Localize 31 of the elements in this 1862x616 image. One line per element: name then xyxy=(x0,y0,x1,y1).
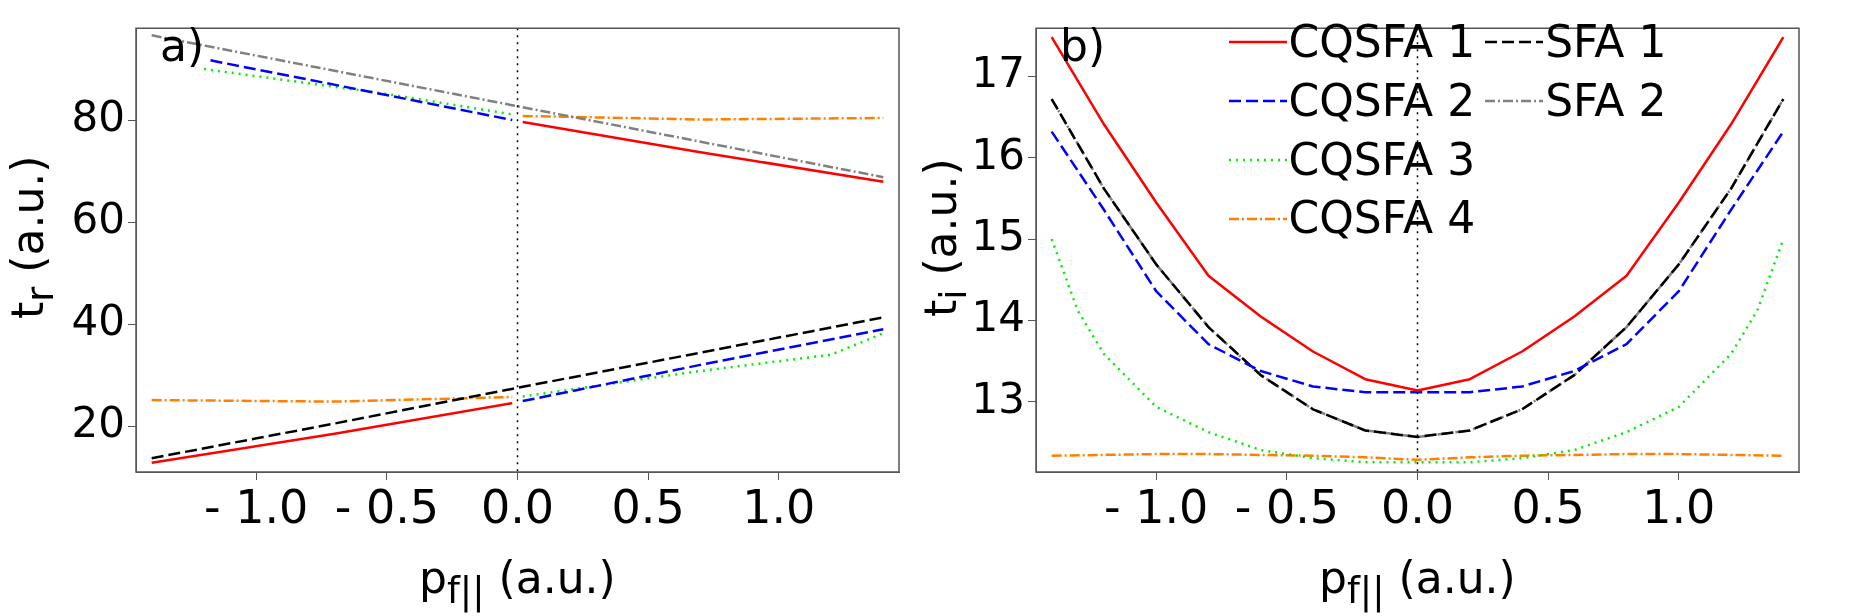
legend-label: SFA 1 xyxy=(1545,16,1667,69)
x-tick-label: - 1.0 xyxy=(1104,479,1209,534)
x-tick-label: 0.5 xyxy=(611,479,685,534)
annotation: a) xyxy=(160,20,205,71)
y-tick-label: 16 xyxy=(971,129,1025,179)
x-tick-label: - 0.5 xyxy=(334,479,440,534)
annotation: b) xyxy=(1060,20,1106,71)
x-tick-label: 1.0 xyxy=(742,479,816,534)
y-tick-label: 15 xyxy=(971,211,1025,261)
legend-label: CQSFA 4 xyxy=(1288,192,1476,246)
legend-label: CQSFA 1 xyxy=(1288,16,1476,69)
legend-label: CQSFA 3 xyxy=(1288,133,1476,187)
line-series xyxy=(1050,237,1785,464)
y-tick-label: 20 xyxy=(71,398,125,447)
x-tick-label: - 0.5 xyxy=(1234,479,1340,534)
line-series xyxy=(1050,130,1785,394)
x-tick-label: - 1.0 xyxy=(204,479,309,534)
x-axis-title: p$_{f||}$ (a.u.) xyxy=(419,552,616,612)
y-tick-label: 17 xyxy=(971,48,1025,98)
y-tick-label: 60 xyxy=(71,193,125,243)
x-axis-title: p$_{f||}$ (a.u.) xyxy=(1319,552,1516,612)
x-tick-label: 0.5 xyxy=(1511,479,1585,534)
legend-label: SFA 2 xyxy=(1545,74,1667,128)
x-tick-label: 0.0 xyxy=(1380,479,1455,534)
y-tick-label: 40 xyxy=(71,295,125,345)
x-tick-label: 0.0 xyxy=(480,479,555,534)
x-tick-label: 1.0 xyxy=(1642,479,1716,534)
legend-label: CQSFA 2 xyxy=(1288,74,1476,128)
y-tick-label: 14 xyxy=(971,292,1025,342)
y-tick-label: 80 xyxy=(71,91,125,141)
y-tick-label: 13 xyxy=(971,373,1025,423)
